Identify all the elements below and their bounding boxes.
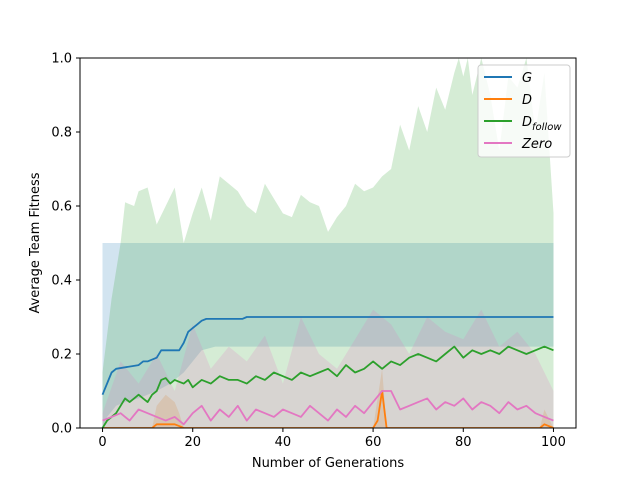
series-line-d-follow: [101, 345, 554, 428]
y-axis: 0.0 0.2 0.4 0.6 0.8 1.0: [51, 52, 80, 437]
series-line-g: [101, 316, 554, 396]
confidence-band-d-follow: [102, 58, 554, 428]
y-tick-label: 0.6: [51, 200, 72, 215]
x-tick-label: 20: [184, 435, 201, 450]
x-tick-label: 100: [541, 435, 566, 450]
x-tick-label: 40: [275, 435, 292, 450]
series-line-d: [102, 390, 554, 428]
y-tick-label: 1.0: [51, 52, 72, 67]
plot-area: [101, 58, 554, 428]
x-axis-label: Number of Generations: [252, 456, 405, 471]
y-tick-label: 0.4: [51, 274, 72, 289]
legend-entry: G: [522, 71, 532, 86]
legend-entry: Zero: [521, 137, 552, 152]
x-axis: 0 20 40 60 80 100: [98, 428, 566, 450]
confidence-band-g: [102, 243, 554, 428]
series-line-zero: [102, 390, 554, 426]
x-tick-label: 80: [455, 435, 472, 450]
legend-box: [477, 64, 571, 158]
y-axis-label: Average Team Fitness: [28, 172, 43, 313]
y-tick-label: 0.0: [51, 422, 72, 437]
axes-frame: [79, 57, 577, 429]
x-tick-label: 0: [98, 435, 106, 450]
y-tick-label: 0.8: [51, 126, 72, 141]
x-tick-label: 60: [365, 435, 382, 450]
legend-entry: D: [522, 93, 532, 108]
y-tick-label: 0.2: [51, 348, 72, 363]
